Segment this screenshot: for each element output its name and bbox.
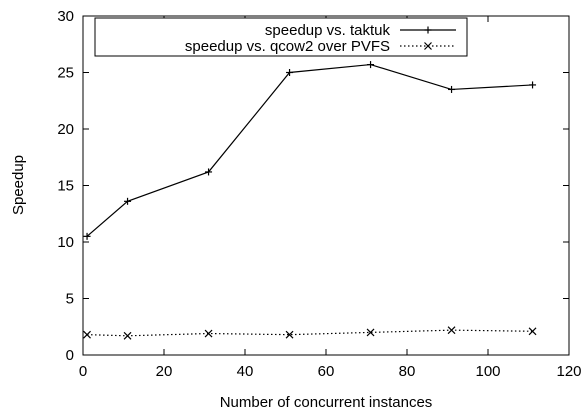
point-marker-b [204,329,213,338]
series-1 [83,326,537,340]
x-tick-label: 40 [237,363,254,380]
axes: 0 20 40 60 80 100 120 0 5 10 15 20 25 30 [57,8,581,380]
legend-box [94,17,468,57]
plot-frame [82,15,570,356]
y-axis-label: Speedup [10,155,27,215]
data-point [286,69,294,76]
data-point [448,85,456,93]
data-point [529,81,537,89]
y-tick-label: 15 [57,178,74,195]
point-marker-b [123,331,132,340]
x-tick-label: 60 [318,363,335,380]
series-line [87,329,533,337]
data-point [528,327,537,336]
data-point [204,329,213,338]
y-tick-label: 0 [66,347,74,364]
y-tick-label: 25 [57,65,74,82]
point-marker-b [447,326,456,335]
series-layer [83,61,537,340]
point-marker-b [366,328,375,337]
legend-label-0: speedup vs. taktuk [265,22,391,39]
legend-marker-1 [424,42,432,50]
x-tick-label: 0 [79,363,87,380]
legend-marker-0 [424,26,432,34]
y-tick-label: 20 [57,121,74,138]
legend-label-1: speedup vs. qcow2 over PVFS [185,38,390,55]
x-tick-label: 80 [399,363,416,380]
data-point [285,330,294,339]
series-0 [83,61,537,240]
point-marker-b [83,330,91,339]
point-marker-b [285,330,294,339]
x-tick-label: 100 [475,363,500,380]
data-point [205,168,213,176]
legend-marker-b [424,42,432,50]
data-point [366,328,375,337]
data-point [83,232,91,240]
y-tick-label: 30 [57,8,74,25]
data-point [367,61,375,69]
x-tick-label: 20 [156,363,173,380]
x-axis-label: Number of concurrent instances [220,394,433,411]
x-tick-label: 120 [556,363,581,380]
y-tick-label: 10 [57,234,74,251]
data-point [83,330,91,339]
y-tick-label: 5 [66,291,74,308]
data-point [123,331,132,340]
series-line [86,63,533,237]
point-marker-b [528,327,537,336]
data-point [447,326,456,335]
data-point [124,197,132,205]
